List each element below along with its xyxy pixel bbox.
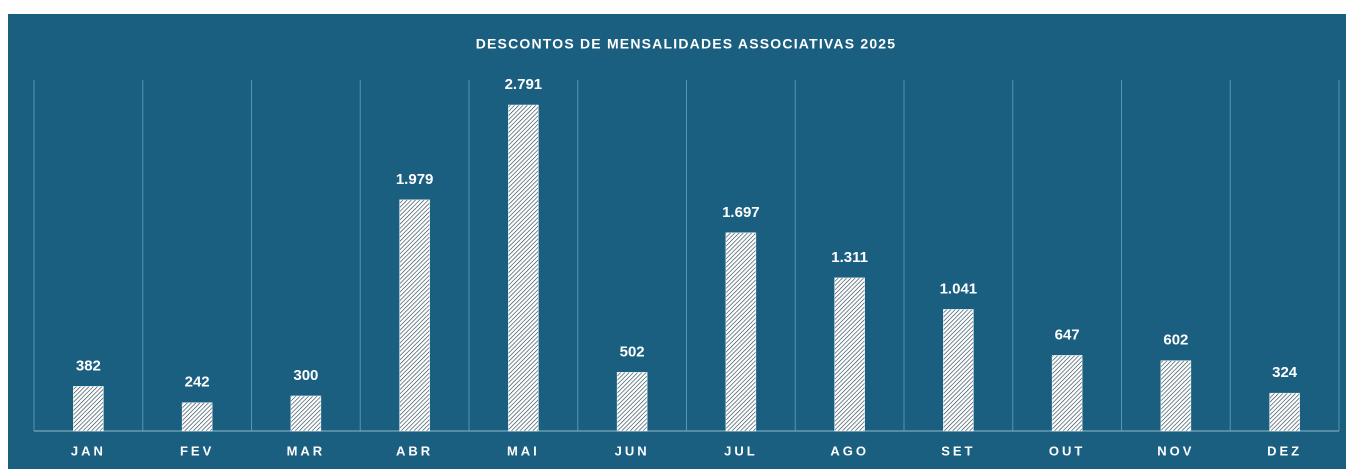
x-tick-label: FEV xyxy=(180,443,214,458)
x-tick-label: JUN xyxy=(615,443,650,458)
bar xyxy=(943,309,974,432)
x-tick-label: AGO xyxy=(830,443,869,458)
x-tick-label: JUL xyxy=(724,443,758,458)
x-tick-label: JAN xyxy=(71,443,106,458)
x-tick-label: MAI xyxy=(507,443,540,458)
bar xyxy=(1269,392,1300,432)
data-label: 1.979 xyxy=(396,171,434,188)
bar xyxy=(181,402,213,432)
bar xyxy=(290,395,322,432)
x-tick-label: ABR xyxy=(396,443,433,458)
data-label: 647 xyxy=(1055,326,1080,343)
data-label: 2.791 xyxy=(505,76,543,93)
data-label: 1.041 xyxy=(940,280,978,297)
data-label: 1.697 xyxy=(722,204,760,221)
bar xyxy=(399,199,430,432)
data-label: 1.311 xyxy=(831,249,868,266)
bar xyxy=(73,386,104,432)
bar xyxy=(834,277,865,432)
chart-background xyxy=(8,14,1346,469)
data-label: 382 xyxy=(76,357,101,374)
data-label: 300 xyxy=(293,367,318,384)
bar xyxy=(725,232,757,432)
x-tick-label: NOV xyxy=(1157,443,1194,458)
bar xyxy=(508,104,539,432)
data-label: 242 xyxy=(185,374,210,391)
data-label: 602 xyxy=(1163,332,1188,349)
bar xyxy=(1051,355,1083,432)
data-label: 324 xyxy=(1272,364,1298,381)
bar xyxy=(1160,360,1192,432)
x-tick-label: SET xyxy=(941,443,975,458)
bar xyxy=(616,372,648,432)
data-label: 502 xyxy=(620,343,645,360)
x-tick-label: OUT xyxy=(1049,443,1085,458)
chart-title: DESCONTOS DE MENSALIDADES ASSOCIATIVAS 2… xyxy=(476,36,897,52)
x-tick-label: DEZ xyxy=(1267,443,1302,458)
x-tick-label: MAR xyxy=(287,443,326,458)
